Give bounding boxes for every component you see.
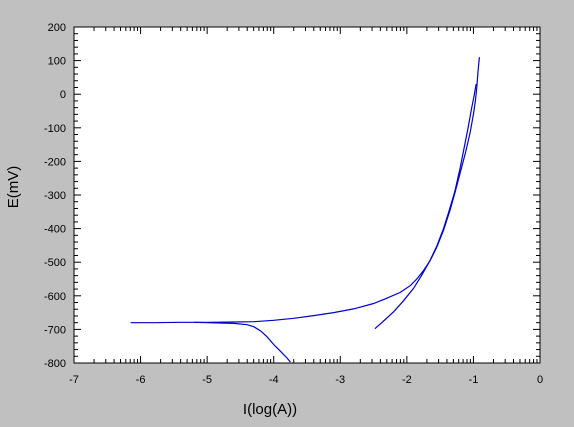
series-line-3 <box>193 321 291 363</box>
y-tick-label: 200 <box>48 22 66 34</box>
x-tick-label: -7 <box>69 374 79 386</box>
y-tick-label: -400 <box>44 224 66 236</box>
series-line-2 <box>374 83 477 330</box>
y-tick-label: -800 <box>44 358 66 370</box>
y-tick-label: 100 <box>48 56 66 68</box>
series-group <box>130 57 480 363</box>
axis-ticks <box>73 26 541 364</box>
x-tick-labels: -7 -6 -5 -4 -3 -2 -1 0 <box>69 374 543 386</box>
x-axis-label: I(log(A)) <box>243 401 297 418</box>
y-tick-label: -600 <box>44 291 66 303</box>
x-tick-label: -4 <box>269 374 279 386</box>
plot-area <box>73 26 541 364</box>
x-tick-label: -3 <box>335 374 345 386</box>
x-tick-label: -6 <box>136 374 146 386</box>
y-tick-label: -700 <box>44 324 66 336</box>
x-tick-label: 0 <box>537 374 543 386</box>
y-tick-label: -500 <box>44 257 66 269</box>
y-tick-label: -300 <box>44 190 66 202</box>
x-tick-label: -1 <box>469 374 479 386</box>
y-tick-label: -200 <box>44 156 66 168</box>
series-line-1 <box>130 57 480 324</box>
x-tick-label: -2 <box>402 374 412 386</box>
x-tick-label: -5 <box>202 374 212 386</box>
y-axis-label: E(mV) <box>5 166 22 209</box>
y-tick-label: -100 <box>44 123 66 135</box>
y-tick-labels: 200 100 0 -100 -200 -300 -400 -500 -600 -700 -800 <box>44 22 66 370</box>
y-tick-label: 0 <box>60 89 66 101</box>
